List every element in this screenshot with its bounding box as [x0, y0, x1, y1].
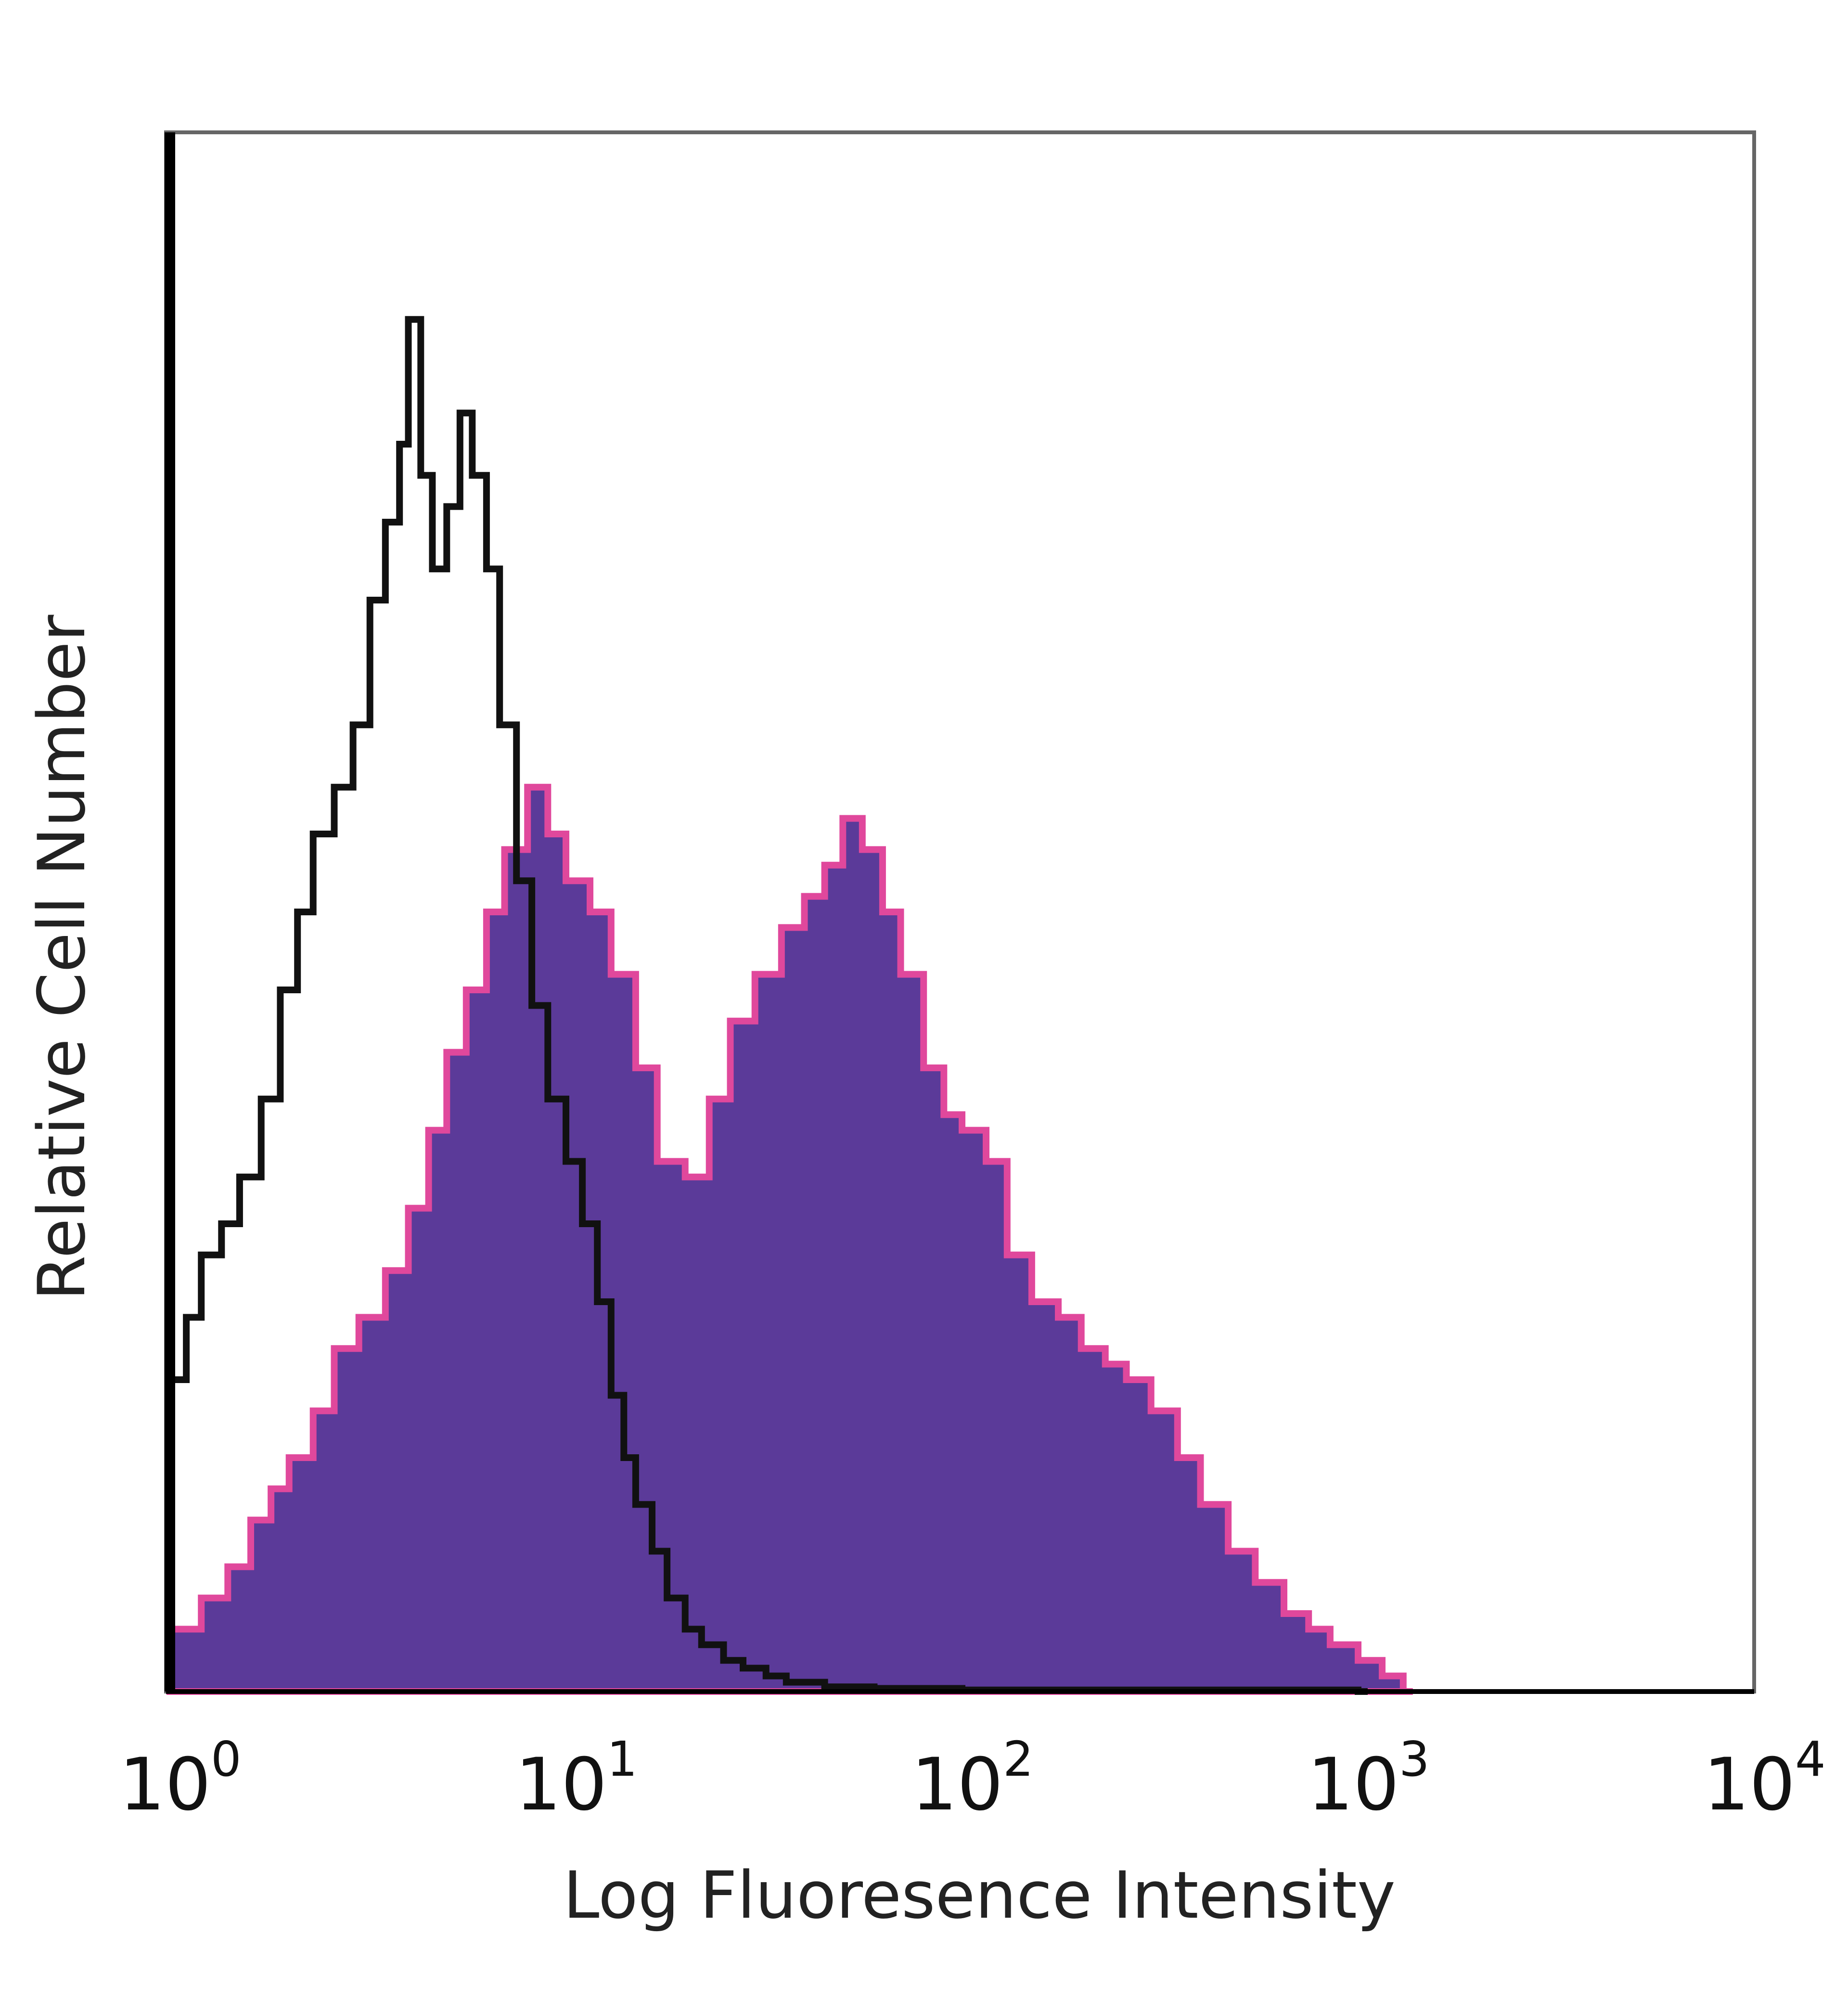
histogram-filled-series	[167, 783, 1413, 1695]
x-tick-labels: 10 0 10 1 10 2 10 3 10 4	[119, 1731, 1826, 1827]
x-axis-title: Log Fluoresence Intensity	[563, 1858, 1396, 1933]
x-tick-base: 10	[119, 1743, 211, 1827]
x-tick-label: 10 4	[1704, 1731, 1826, 1827]
x-tick-exponent: 2	[1003, 1731, 1034, 1787]
x-tick-exponent: 3	[1399, 1731, 1430, 1787]
histogram-outline-series	[167, 316, 1368, 1695]
series-layer	[167, 316, 1413, 1695]
x-tick-exponent: 0	[211, 1731, 242, 1787]
x-tick-exponent: 1	[607, 1731, 638, 1787]
x-tick-label: 10 1	[515, 1731, 638, 1827]
y-axis-title: Relative Cell Number	[24, 615, 100, 1300]
x-tick-label: 10 3	[1308, 1731, 1430, 1827]
x-tick-label: 10 2	[911, 1731, 1034, 1827]
x-tick-label: 10 0	[119, 1731, 242, 1827]
x-tick-base: 10	[1308, 1743, 1399, 1827]
x-tick-base: 10	[515, 1743, 607, 1827]
x-tick-base: 10	[911, 1743, 1003, 1827]
x-tick-base: 10	[1704, 1743, 1796, 1827]
x-tick-exponent: 4	[1795, 1731, 1826, 1787]
